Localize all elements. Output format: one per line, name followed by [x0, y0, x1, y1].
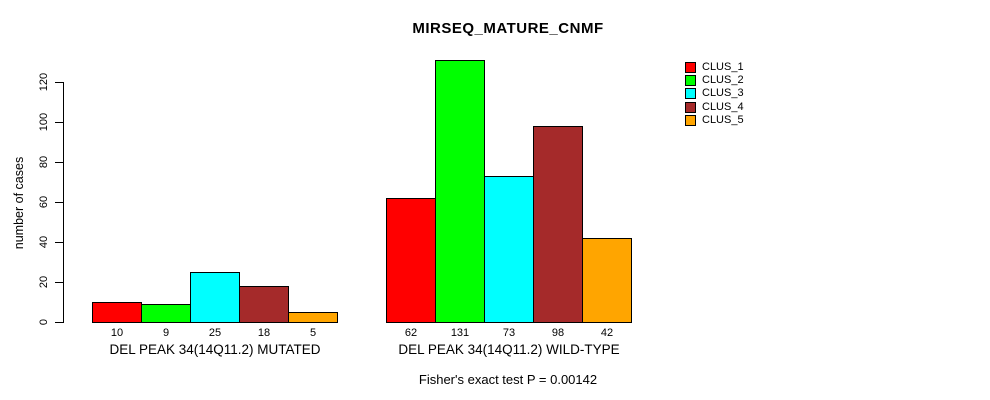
- y-axis-title: number of cases: [12, 156, 26, 250]
- group-label: DEL PEAK 34(14Q11.2) WILD-TYPE: [398, 342, 620, 357]
- y-tick: [55, 242, 63, 243]
- y-tick: [55, 202, 63, 203]
- legend-label: CLUS_1: [702, 61, 744, 74]
- legend-swatch-clus_2: [685, 75, 696, 87]
- y-tick-label: 20: [38, 275, 50, 289]
- legend: CLUS_1 CLUS_2 CLUS_3 CLUS_4 CLUS_5: [685, 61, 744, 127]
- bar-clus_4-group1: [239, 286, 289, 323]
- legend-label: CLUS_5: [702, 113, 744, 126]
- footnote: Fisher's exact test P = 0.00142: [418, 372, 598, 387]
- legend-label: CLUS_4: [702, 100, 744, 113]
- bar-clus_1-group1: [92, 302, 142, 323]
- legend-item: CLUS_4: [685, 101, 744, 114]
- bar-clus_3-group1: [190, 272, 240, 323]
- y-tick: [55, 122, 63, 123]
- bar-value-label: 62: [404, 327, 418, 339]
- bar-clus_2-group2: [435, 60, 485, 323]
- y-tick-label: 0: [38, 318, 50, 326]
- legend-item: CLUS_1: [685, 61, 744, 74]
- bar-value-label: 98: [551, 327, 565, 339]
- y-tick-label: 60: [38, 195, 50, 209]
- legend-label: CLUS_2: [702, 74, 744, 87]
- y-tick: [55, 162, 63, 163]
- group-label: DEL PEAK 34(14Q11.2) MUTATED: [109, 342, 321, 357]
- bar-clus_5-group2: [582, 238, 632, 323]
- legend-swatch-clus_4: [685, 101, 696, 113]
- legend-swatch-clus_1: [685, 62, 696, 74]
- y-tick: [55, 82, 63, 83]
- legend-swatch-clus_3: [685, 88, 696, 100]
- bar-clus_1-group2: [386, 198, 436, 323]
- bar-value-label: 73: [502, 327, 516, 339]
- bar-value-label: 5: [309, 327, 317, 339]
- chart-title: MIRSEQ_MATURE_CNMF: [412, 20, 604, 37]
- bar-value-label: 10: [110, 327, 124, 339]
- bar-clus_2-group1: [141, 304, 191, 323]
- y-tick-label: 40: [38, 235, 50, 249]
- legend-item: CLUS_2: [685, 74, 744, 87]
- bar-clus_5-group1: [288, 312, 338, 323]
- bar-clus_3-group2: [484, 176, 534, 323]
- y-tick-label: 120: [38, 72, 50, 92]
- y-tick: [55, 282, 63, 283]
- y-axis-line: [63, 82, 64, 323]
- legend-label: CLUS_3: [702, 87, 744, 100]
- y-tick-label: 80: [38, 155, 50, 169]
- bar-value-label: 25: [208, 327, 222, 339]
- bar-value-label: 18: [257, 327, 271, 339]
- bar-value-label: 42: [600, 327, 614, 339]
- legend-item: CLUS_5: [685, 114, 744, 127]
- legend-swatch-clus_5: [685, 114, 696, 126]
- bar-value-label: 131: [450, 327, 470, 339]
- bar-value-label: 9: [162, 327, 170, 339]
- legend-item: CLUS_3: [685, 87, 744, 100]
- y-tick: [55, 322, 63, 323]
- bar-clus_4-group2: [533, 126, 583, 323]
- y-tick-label: 100: [38, 112, 50, 132]
